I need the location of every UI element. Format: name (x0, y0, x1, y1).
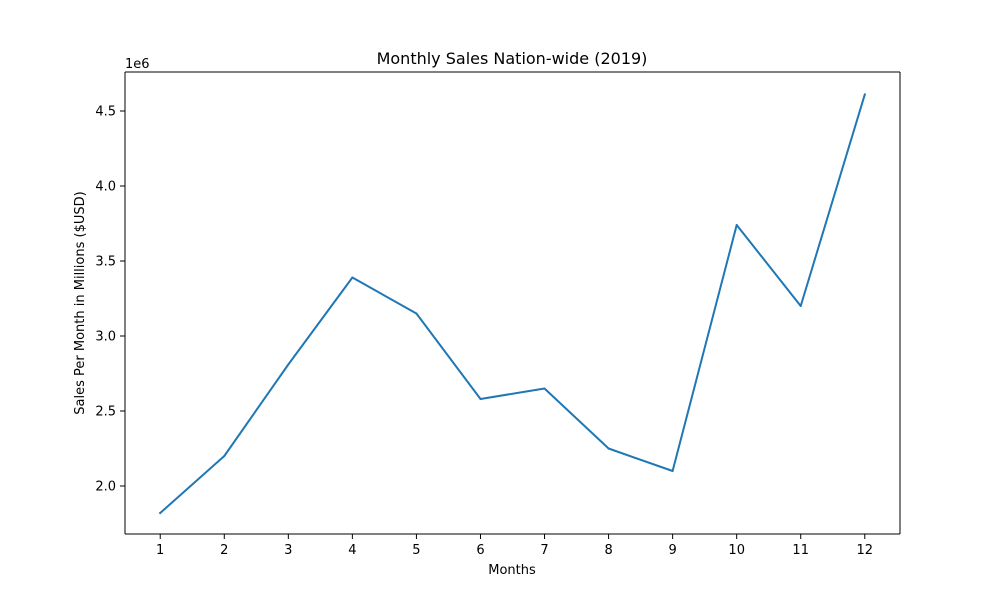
y-axis-label: Sales Per Month in Millions ($USD) (73, 191, 88, 414)
data-point-9 (671, 470, 674, 472)
y-tick-label-3: 3.0 (95, 330, 116, 345)
data-point-1 (159, 512, 162, 514)
data-point-7 (543, 387, 546, 390)
data-point-3 (287, 363, 290, 366)
x-tick-label-4: 4 (348, 543, 356, 558)
data-point-4 (351, 276, 354, 279)
x-tick-label-5: 5 (412, 543, 420, 558)
y-tick-label-4: 3.5 (95, 255, 116, 270)
plot-area: 1 2 3 4 5 6 7 8 9 10 11 122.02.53.03.54.04.5 (95, 71, 901, 558)
data-point-6 (479, 398, 482, 400)
y-axis-offset-text: 1e6 (125, 57, 150, 72)
data-point-12 (863, 93, 866, 96)
data-point-11 (799, 305, 802, 307)
x-tick-label-7: 7 (540, 543, 548, 558)
series-line-1 (158, 93, 867, 515)
y-tick-label-5: 4.0 (95, 180, 116, 195)
y-tick-label-6: 4.5 (95, 105, 116, 120)
chart-title: Monthly Sales Nation-wide (2019) (377, 49, 648, 68)
x-tick-label-10: 10 (728, 543, 745, 558)
y-tick-label-1: 2.0 (95, 480, 116, 495)
x-axis-label: Months (488, 563, 536, 578)
x-tick-label-6: 6 (476, 543, 484, 558)
x-tick-label-12: 12 (857, 543, 874, 558)
y-tick-label-2: 2.5 (95, 405, 116, 420)
x-tick-label-9: 9 (668, 543, 676, 558)
data-point-8 (607, 447, 610, 450)
data-point-5 (415, 312, 418, 315)
x-tick-label-11: 11 (792, 543, 809, 558)
x-tick-label-8: 8 (604, 543, 612, 558)
x-tick-label-1: 1 (156, 543, 164, 558)
data-point-10 (735, 224, 738, 226)
x-tick-label-3: 3 (284, 543, 292, 558)
x-tick-label-2: 2 (220, 543, 228, 558)
data-point-2 (223, 455, 226, 457)
